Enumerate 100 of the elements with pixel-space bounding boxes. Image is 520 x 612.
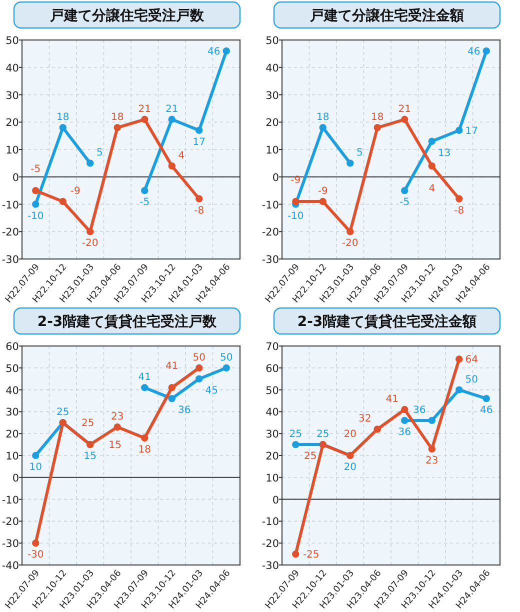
point <box>292 550 300 558</box>
data-label: 25 <box>289 429 302 440</box>
y-tick-label: 30 <box>6 406 19 419</box>
y-tick-label: -30 <box>262 254 279 266</box>
point <box>292 440 300 448</box>
data-label: 20 <box>344 429 356 440</box>
data-label: 15 <box>84 451 96 462</box>
data-label: 46 <box>208 46 220 58</box>
y-tick-label: 40 <box>6 384 19 397</box>
y-tick-label: 50 <box>6 35 19 47</box>
data-label: 17 <box>192 136 206 148</box>
point <box>59 124 66 132</box>
data-label: -5 <box>30 164 41 176</box>
data-label: 32 <box>358 414 372 425</box>
point <box>168 162 176 170</box>
data-label: -8 <box>454 205 464 216</box>
y-tick-label: 40 <box>6 62 19 74</box>
data-label: 5 <box>356 148 363 159</box>
y-tick-label: 20 <box>6 117 19 130</box>
point <box>482 47 490 55</box>
data-label: 25 <box>82 418 94 430</box>
data-label: -10 <box>287 210 304 222</box>
data-label: 41 <box>166 361 178 372</box>
point <box>319 198 326 206</box>
y-tick-label: 20 <box>266 450 279 462</box>
y-tick-label: -30 <box>2 254 19 266</box>
point <box>141 434 148 442</box>
y-tick-label: -10 <box>2 494 19 506</box>
point <box>292 198 300 206</box>
data-label: 18 <box>138 444 151 456</box>
y-tick-label: -20 <box>262 538 279 550</box>
y-tick-label: 70 <box>266 341 279 353</box>
data-label: 18 <box>371 112 384 124</box>
y-tick-label: 20 <box>266 117 279 130</box>
point <box>401 186 408 194</box>
data-label: 46 <box>468 46 480 58</box>
y-tick-label: 30 <box>266 428 279 441</box>
data-label: -20 <box>342 238 358 250</box>
point <box>428 445 436 453</box>
y-tick-label: 50 <box>6 362 19 375</box>
y-tick-label: -30 <box>262 560 279 572</box>
data-label: 21 <box>138 104 151 115</box>
data-label: 64 <box>465 354 478 366</box>
point <box>401 116 408 123</box>
point <box>456 195 463 202</box>
y-tick-label: -10 <box>262 516 279 528</box>
data-label: 25 <box>56 407 70 418</box>
data-label: 5 <box>96 148 103 159</box>
data-label: 36 <box>413 404 426 416</box>
point <box>86 228 94 236</box>
data-label: 50 <box>220 352 233 364</box>
chart-title: 戸建て分譲住宅受注戸数 <box>49 7 205 24</box>
point <box>196 126 203 134</box>
point <box>346 160 354 167</box>
data-label: -5 <box>140 197 150 208</box>
point <box>59 198 66 206</box>
point <box>456 386 463 394</box>
point <box>401 406 408 414</box>
data-label: 17 <box>465 126 478 137</box>
y-tick-label: 30 <box>266 90 279 102</box>
point <box>222 47 230 55</box>
data-label: 21 <box>398 104 411 115</box>
data-label: -30 <box>27 550 44 561</box>
point <box>86 160 94 167</box>
y-tick-label: 30 <box>6 90 19 102</box>
data-label: -25 <box>302 550 320 561</box>
y-tick-label: 10 <box>6 450 19 462</box>
data-label: -9 <box>290 175 301 186</box>
point <box>114 423 121 431</box>
y-tick-label: 0 <box>12 172 19 184</box>
y-tick-label: -30 <box>2 538 19 550</box>
y-tick-label: 50 <box>266 384 279 397</box>
data-label: 46 <box>480 405 493 416</box>
y-tick-label: -20 <box>262 226 279 239</box>
point <box>141 186 148 194</box>
data-label: 18 <box>316 112 330 124</box>
data-label: 45 <box>205 385 218 396</box>
point <box>222 364 230 372</box>
point <box>196 375 203 382</box>
y-tick-label: 10 <box>266 472 279 484</box>
y-tick-label: 40 <box>266 62 279 74</box>
point <box>428 416 436 424</box>
data-label: 4 <box>178 150 185 162</box>
data-label: 10 <box>29 462 42 473</box>
y-tick-label: -20 <box>2 516 19 528</box>
y-tick-label: 0 <box>272 494 279 506</box>
point <box>114 124 121 132</box>
point <box>32 200 40 208</box>
data-label: -10 <box>27 210 44 222</box>
point <box>428 162 436 170</box>
point <box>168 384 176 392</box>
point <box>482 394 490 402</box>
data-label: 50 <box>192 352 206 364</box>
data-label: 15 <box>108 440 122 452</box>
y-tick-label: 60 <box>266 362 279 375</box>
data-label: -9 <box>70 186 80 198</box>
data-label: -20 <box>82 238 98 250</box>
data-label: 23 <box>111 412 124 423</box>
y-tick-label: 10 <box>6 144 19 156</box>
point <box>32 186 40 194</box>
